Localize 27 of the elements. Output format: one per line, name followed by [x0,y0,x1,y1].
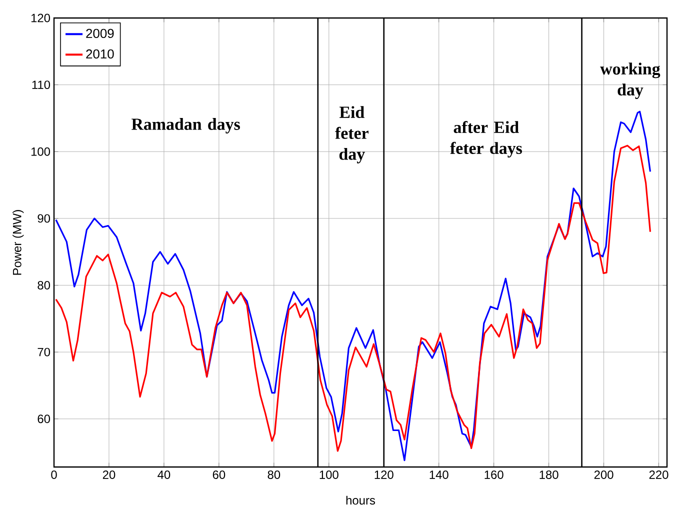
x-tick-label: 200 [594,470,614,479]
y-tick-label: 120 [31,14,50,22]
y-axis-title: Power (MW) [12,210,24,275]
annotation: Ramadan days [132,118,240,134]
y-tick-label: 110 [32,80,50,90]
x-tick-label: 20 [102,470,116,479]
x-tick-label: 160 [484,470,504,479]
y-tick-label: 90 [38,214,50,223]
x-tick-label: 180 [540,470,558,479]
x-tick-label: 40 [158,470,170,479]
legend-label: 2010 [86,49,114,59]
x-tick-label: 220 [649,470,668,479]
y-tick-label: 70 [38,348,50,356]
annotation: Eid feter day [335,106,368,164]
x-tick-label: 0 [51,470,57,479]
y-tick-label: 100 [31,147,50,156]
y-tick-label: 60 [38,414,50,424]
x-tick-label: 60 [212,470,226,479]
legend-label: 2009 [86,28,114,38]
x-tick-label: 140 [430,470,448,479]
annotation: working day [600,62,660,100]
x-tick-label: 80 [268,470,280,479]
x-tick-label: 120 [374,470,394,479]
x-tick-label: 100 [320,470,338,479]
x-axis-title: hours [346,496,376,505]
annotation: after Eid feter days [450,120,522,158]
y-tick-label: 80 [38,281,50,290]
